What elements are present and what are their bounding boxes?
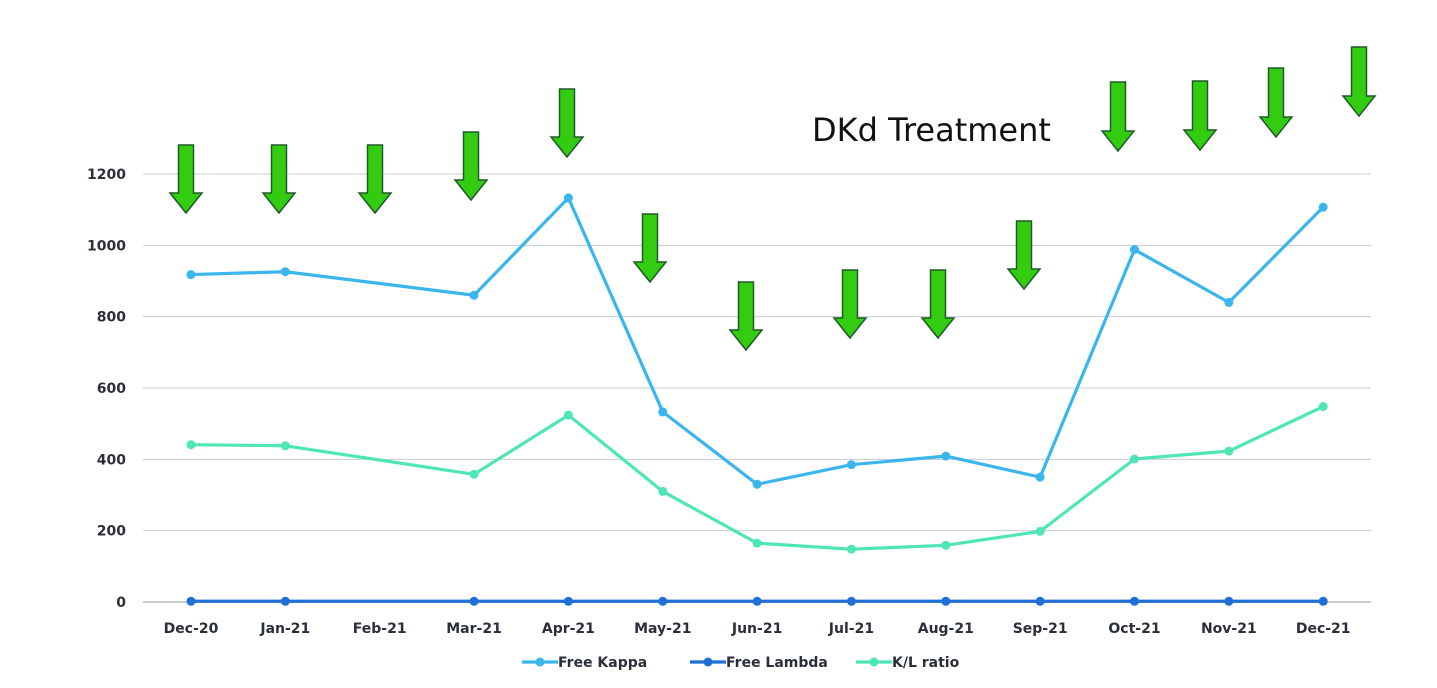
- down-arrow-icon: [832, 269, 868, 340]
- data-point: [1035, 526, 1045, 536]
- down-arrow-icon: [549, 88, 585, 159]
- data-point: [1035, 472, 1045, 482]
- y-tick-label: 0: [116, 595, 126, 611]
- x-tick-label: Oct-21: [1108, 621, 1160, 637]
- legend-item: Free Kappa: [522, 655, 647, 671]
- y-tick-label: 600: [97, 381, 126, 397]
- data-point: [1318, 596, 1328, 606]
- down-arrow-icon: [1006, 220, 1042, 291]
- treatment-arrows: [168, 46, 1377, 352]
- down-arrow-icon: [728, 281, 764, 352]
- x-tick-label: Feb-21: [353, 621, 407, 637]
- down-arrow-icon: [1100, 81, 1136, 153]
- data-point: [186, 270, 196, 280]
- data-point: [563, 193, 573, 203]
- data-point: [846, 460, 856, 470]
- x-tick-label: Jan-21: [259, 621, 310, 637]
- chart-title: DKd Treatment: [812, 111, 1051, 149]
- legend-swatch-marker: [703, 657, 713, 667]
- x-tick-label: Mar-21: [446, 621, 502, 637]
- data-point: [280, 267, 290, 277]
- y-tick-label: 800: [97, 310, 126, 326]
- data-point: [563, 410, 573, 420]
- legend-item: Free Lambda: [690, 655, 828, 671]
- x-tick-label: Nov-21: [1201, 621, 1257, 637]
- series-line: [190, 196, 1325, 486]
- x-tick-label: Apr-21: [542, 621, 595, 637]
- data-point: [658, 407, 668, 417]
- y-axis: 0 200 400 600 800 1000 1200: [87, 167, 126, 611]
- data-point: [846, 596, 856, 606]
- data-point: [1318, 402, 1328, 412]
- data-point: [658, 486, 668, 496]
- gridlines: [143, 173, 1371, 603]
- data-point: [563, 596, 573, 606]
- data-point: [1318, 202, 1328, 212]
- series-lines: [186, 193, 1328, 606]
- legend-label: Free Lambda: [726, 655, 828, 671]
- data-point: [469, 290, 479, 300]
- y-tick-label: 1000: [87, 238, 126, 254]
- data-point: [941, 540, 951, 550]
- data-point: [186, 440, 196, 450]
- data-point: [186, 596, 196, 606]
- data-point: [846, 544, 856, 554]
- data-point: [941, 596, 951, 606]
- data-point: [469, 469, 479, 479]
- data-point: [1130, 245, 1139, 255]
- legend-swatch-marker: [869, 657, 879, 667]
- x-tick-label: Sep-21: [1013, 621, 1068, 637]
- data-point: [1224, 596, 1234, 606]
- data-point: [1130, 596, 1139, 606]
- data-point: [752, 538, 762, 548]
- legend-label: Free Kappa: [558, 655, 647, 671]
- down-arrow-icon: [168, 144, 204, 215]
- down-arrow-icon: [357, 144, 393, 215]
- data-point: [941, 451, 951, 461]
- x-tick-label: Dec-21: [1296, 621, 1351, 637]
- legend: Free Kappa Free Lambda K/L ratio: [522, 655, 960, 671]
- data-point: [280, 596, 290, 606]
- down-arrow-icon: [1258, 67, 1294, 139]
- data-point: [752, 596, 762, 606]
- data-point: [469, 596, 479, 606]
- series-line: [190, 405, 1324, 551]
- legend-swatch-marker: [535, 657, 545, 667]
- y-tick-label: 200: [97, 524, 126, 540]
- y-tick-label: 400: [97, 452, 126, 468]
- x-tick-label: Dec-20: [164, 621, 219, 637]
- data-point: [658, 596, 668, 606]
- down-arrow-icon: [1182, 80, 1218, 152]
- down-arrow-icon: [453, 131, 489, 202]
- down-arrow-icon: [632, 213, 668, 284]
- series-free-lambda: [186, 596, 1328, 606]
- data-point: [1035, 596, 1045, 606]
- legend-label: K/L ratio: [892, 655, 960, 671]
- down-arrow-icon: [920, 269, 956, 340]
- y-tick-label: 1200: [87, 167, 126, 183]
- x-tick-label: Jun-21: [731, 621, 782, 637]
- data-point: [1224, 297, 1234, 307]
- legend-item: K/L ratio: [856, 655, 960, 671]
- series-free-kappa: [186, 193, 1328, 489]
- series-k-l-ratio: [186, 402, 1328, 554]
- down-arrow-icon: [261, 144, 297, 215]
- x-tick-label: May-21: [634, 621, 691, 637]
- x-axis: Dec-20 Jan-21 Feb-21 Mar-21 Apr-21 May-21 Jun-…: [164, 621, 1351, 637]
- x-tick-label: Aug-21: [918, 621, 974, 637]
- down-arrow-icon: [1341, 46, 1377, 118]
- data-point: [1130, 454, 1139, 464]
- data-point: [280, 441, 290, 451]
- x-tick-label: Jul-21: [828, 621, 874, 637]
- data-point: [752, 479, 762, 489]
- data-point: [1224, 446, 1234, 456]
